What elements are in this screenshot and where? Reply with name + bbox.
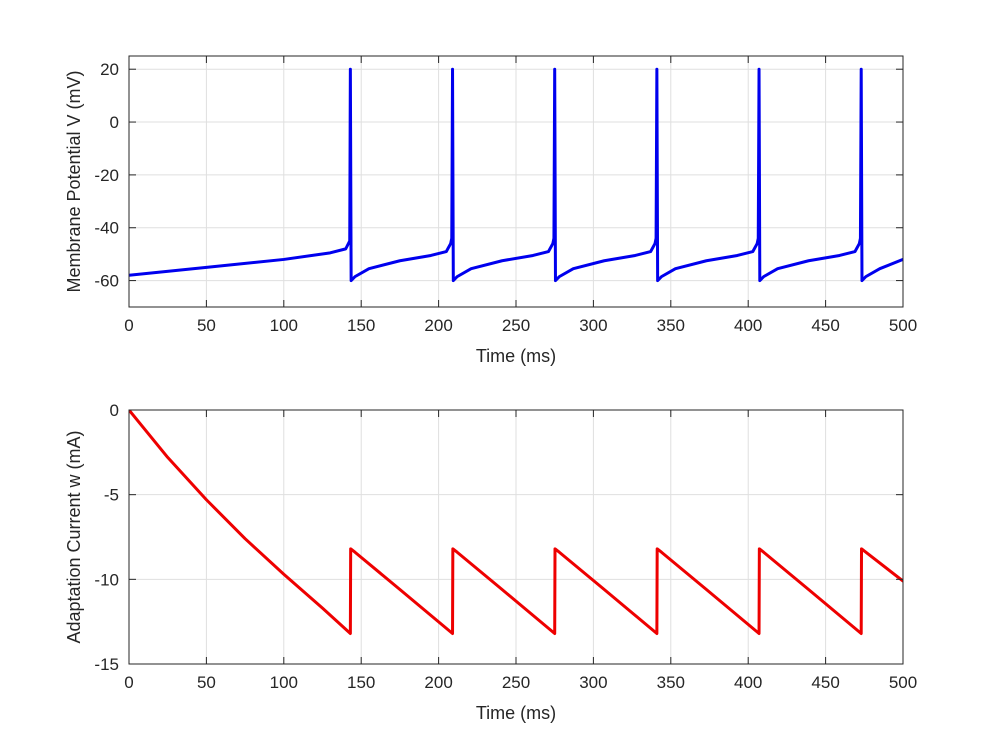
membrane-ytick-label-1: -40: [94, 219, 119, 238]
membrane-xtick-label-6: 300: [579, 316, 607, 335]
membrane-series-line-0: [129, 67, 903, 283]
membrane-xtick-label-1: 50: [197, 316, 216, 335]
adaptation-current-plot: 0 50 100 150 200 250 300 350 400 450 500 -15 -10 -5 0 T…: [64, 401, 917, 723]
membrane-xtick-label-4: 200: [424, 316, 452, 335]
adaptation-xtick-label-10: 500: [889, 673, 917, 692]
membrane-ytick-label-4: 20: [100, 60, 119, 79]
adaptation-xtick-label-0: 0: [124, 673, 133, 692]
membrane-ytick-label-2: -20: [94, 166, 119, 185]
membrane-xtick-label-10: 500: [889, 316, 917, 335]
adaptation-ytick-label-1: -10: [94, 570, 119, 589]
adaptation-xtick-label-9: 450: [811, 673, 839, 692]
adaptation-ytick-label-2: -5: [104, 486, 119, 505]
membrane-y-axis-label: Membrane Potential V (mV): [64, 70, 84, 292]
adaptation-xtick-label-6: 300: [579, 673, 607, 692]
membrane-potential-plot: 0 50 100 150 200 250 300 350 400 450 500 -60 -40 -20 0…: [64, 55, 917, 366]
adaptation-ytick-label-3: 0: [110, 401, 119, 420]
membrane-x-axis-label: Time (ms): [476, 346, 556, 366]
membrane-xtick-label-8: 400: [734, 316, 762, 335]
adaptation-xtick-label-2: 100: [270, 673, 298, 692]
membrane-xtick-label-5: 250: [502, 316, 530, 335]
adaptation-xtick-label-4: 200: [424, 673, 452, 692]
adaptation-xtick-label-8: 400: [734, 673, 762, 692]
adaptation-xtick-label-1: 50: [197, 673, 216, 692]
membrane-ytick-label-0: -60: [94, 272, 119, 291]
adaptation-xtick-label-3: 150: [347, 673, 375, 692]
membrane-xtick-label-0: 0: [124, 316, 133, 335]
membrane-ytick-label-3: 0: [110, 113, 119, 132]
adaptation-x-axis-label: Time (ms): [476, 703, 556, 723]
membrane-xtick-label-7: 350: [657, 316, 685, 335]
membrane-xtick-label-3: 150: [347, 316, 375, 335]
membrane-xtick-label-2: 100: [270, 316, 298, 335]
adaptation-xtick-label-5: 250: [502, 673, 530, 692]
adaptation-y-axis-label: Adaptation Current w (mA): [64, 430, 84, 643]
membrane-xtick-label-9: 450: [811, 316, 839, 335]
adaptation-ytick-label-0: -15: [94, 655, 119, 674]
adaptation-series-line-0: [129, 410, 903, 636]
adaptation-xtick-label-7: 350: [657, 673, 685, 692]
